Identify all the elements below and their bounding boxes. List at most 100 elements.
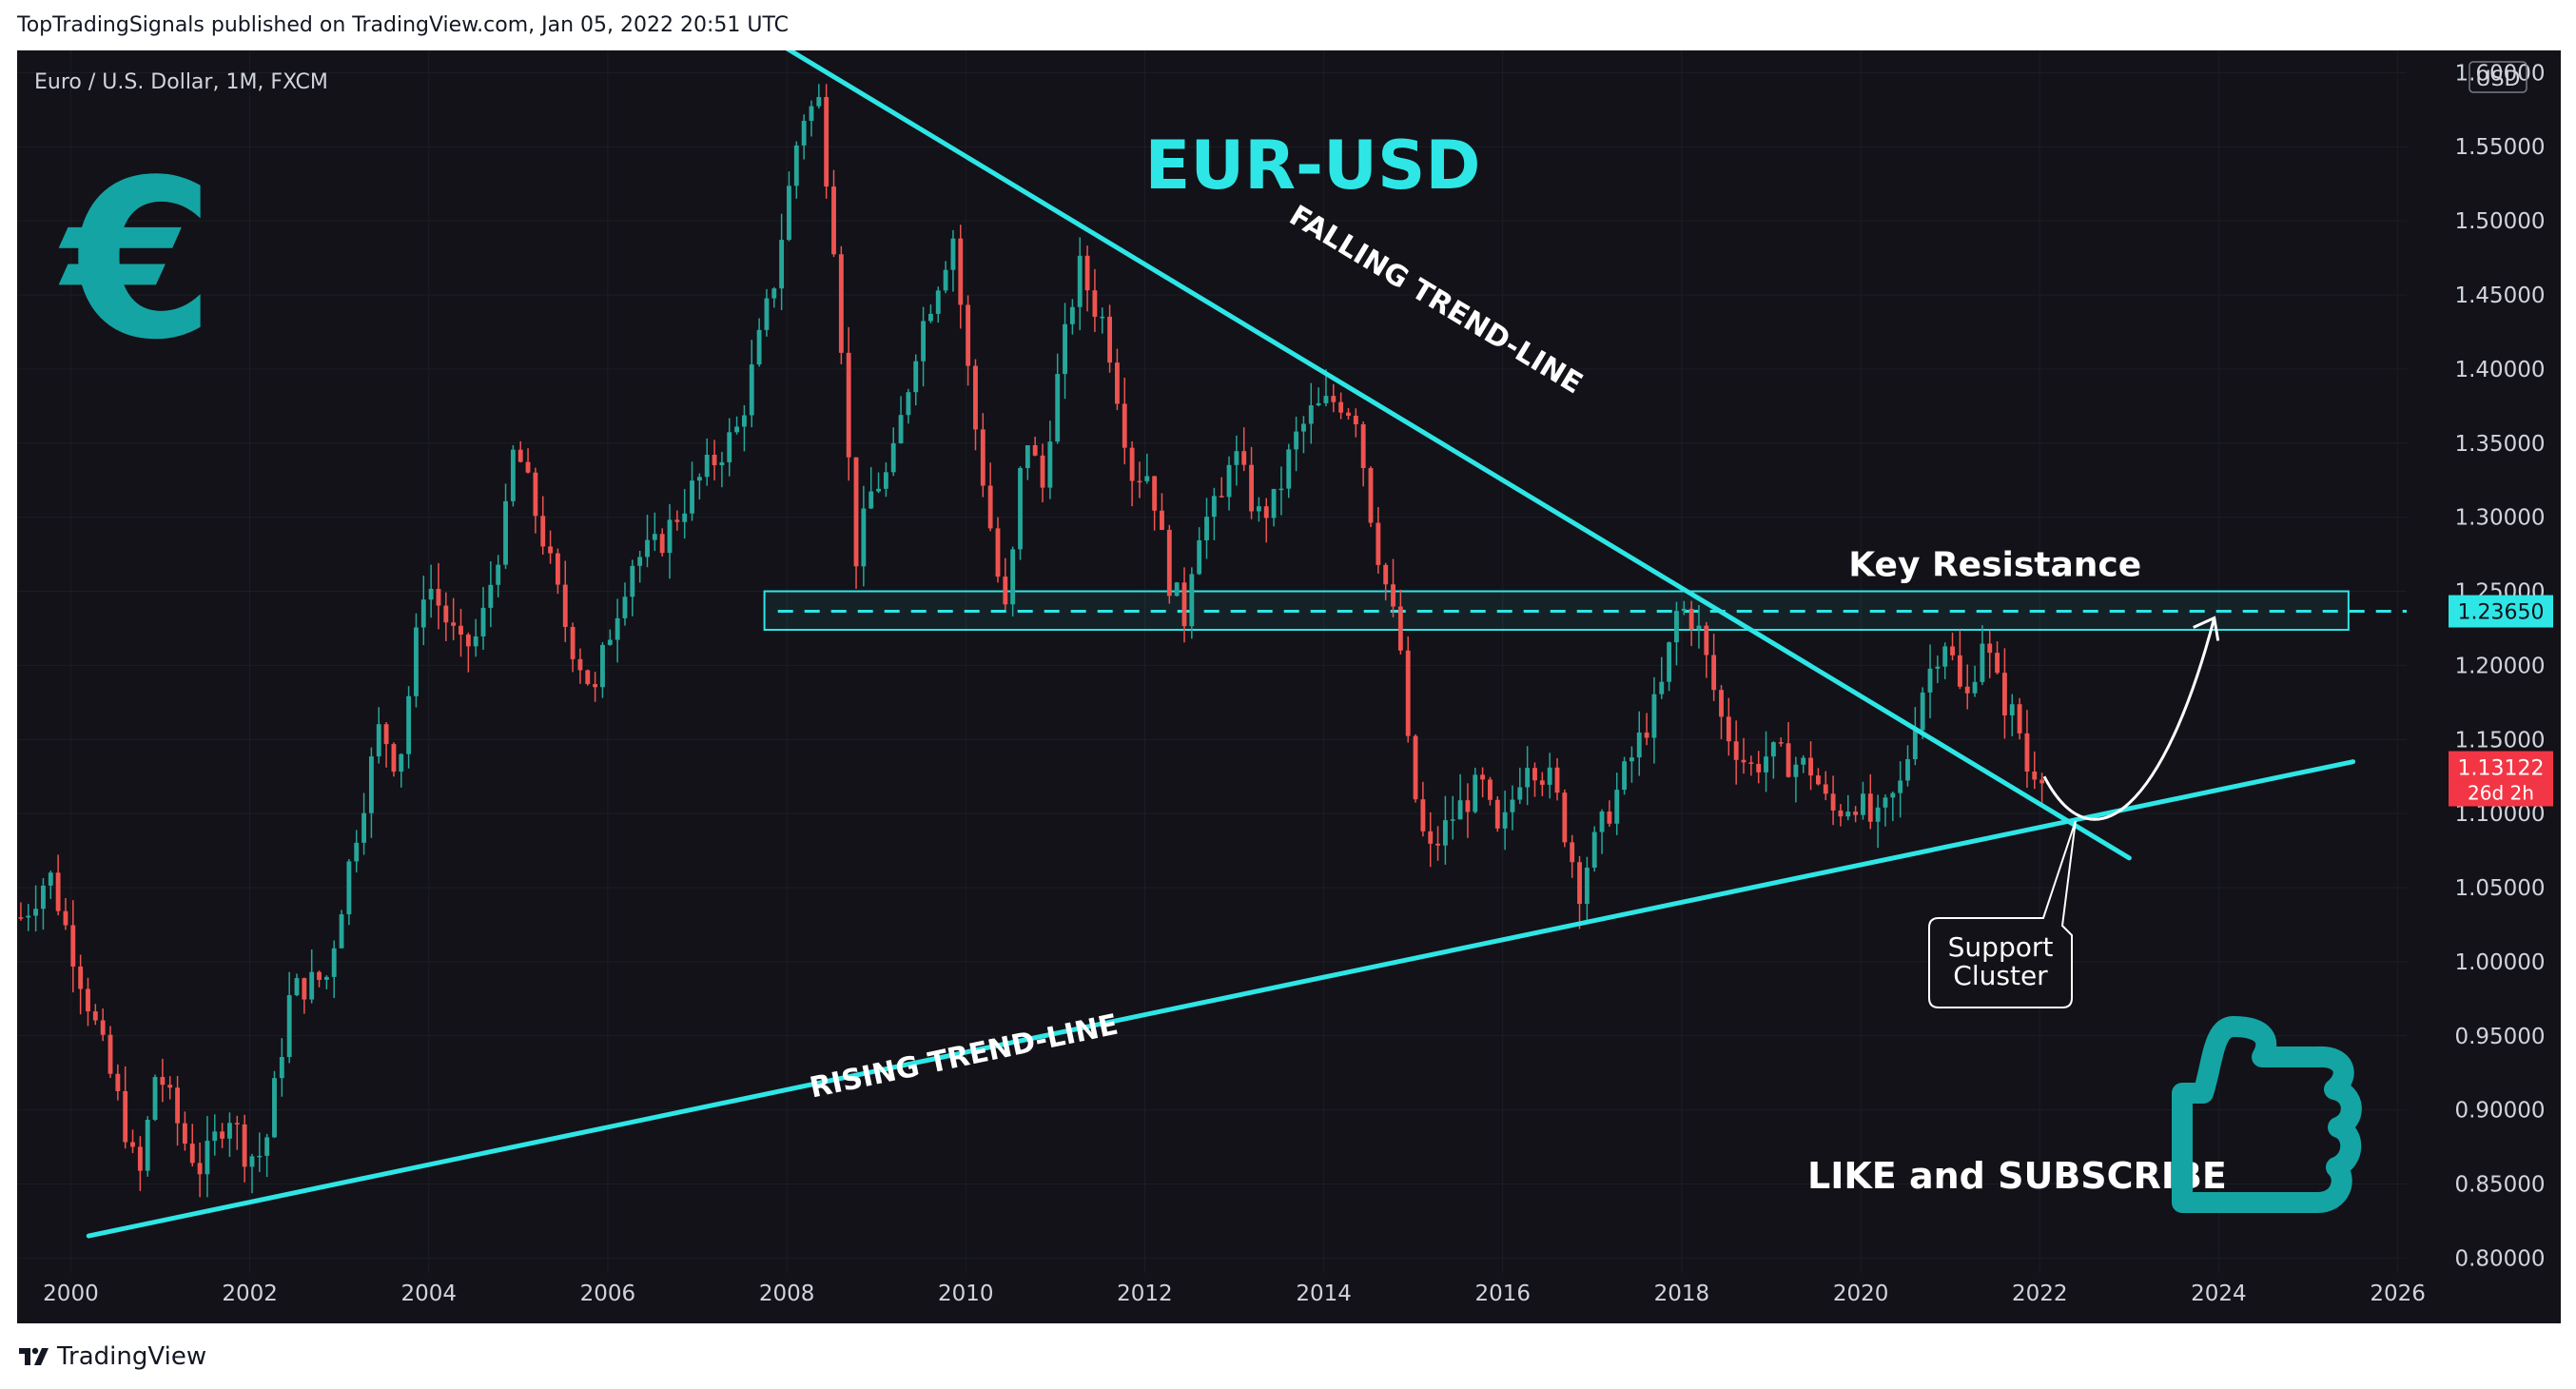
tradingview-logo-icon [19, 1347, 49, 1365]
candle-body [257, 1155, 263, 1158]
candle-body [1547, 767, 1552, 785]
x-tick-label: 2026 [2370, 1281, 2426, 1306]
x-tick-label: 2002 [222, 1281, 278, 1306]
candle-body [1681, 608, 1687, 612]
candle-body [1465, 800, 1471, 812]
candle-body [1510, 799, 1515, 812]
x-tick-label: 2016 [1474, 1281, 1531, 1306]
thumbs-up-icon [2172, 1016, 2362, 1213]
footer[interactable]: TradingView [17, 1338, 206, 1376]
falling-trend-line [785, 50, 2132, 861]
chart-frame[interactable]: FALLING TREND-LINE RISING TREND-LINE EUR-U… [17, 50, 2561, 1323]
candle-body [361, 812, 366, 843]
key-resistance-label: Key Resistance [1848, 545, 2141, 584]
trend-lines-group [86, 50, 2356, 1239]
candle-body [227, 1123, 232, 1139]
candle-body [317, 971, 322, 980]
candle-body [1316, 402, 1321, 406]
candle-body [212, 1131, 218, 1142]
candle-body [764, 298, 770, 330]
candle-body [465, 635, 471, 647]
candle-body [577, 658, 583, 671]
candle-body [1391, 584, 1395, 607]
candle-body [1122, 403, 1127, 448]
candle-body [2001, 673, 2007, 715]
candle-body [1532, 768, 1537, 781]
candle-body [1793, 764, 1799, 777]
candle-body [517, 449, 523, 462]
arrowhead-icon [2193, 616, 2220, 641]
chart-background [17, 50, 2561, 1323]
candle-body [1674, 611, 1679, 643]
candle-body [1786, 743, 1791, 777]
y-tick-label: 0.95000 [2454, 1025, 2545, 1049]
candle-body [824, 97, 829, 187]
candle-body [1935, 666, 1941, 669]
candle-body [1770, 742, 1776, 757]
candles-group [18, 84, 2045, 1198]
candle-body [898, 415, 904, 443]
y-tick-label: 1.05000 [2454, 876, 2545, 901]
candle-body [570, 626, 576, 659]
x-tick-label: 2014 [1296, 1281, 1352, 1306]
candle-body [78, 966, 84, 989]
candle-body [1063, 323, 1067, 375]
thumb-shape [2172, 1016, 2362, 1213]
publisher-header: TopTradingSignals published on TradingVi… [17, 13, 790, 37]
chart-title-annotation: EUR-USD [1145, 127, 1481, 205]
candle-body [890, 442, 896, 473]
candle-body [1174, 582, 1180, 597]
candle-body [488, 584, 494, 608]
candle-body [137, 1146, 143, 1171]
candle-body [1920, 692, 1925, 731]
candle-body [1069, 306, 1075, 324]
candle-body [1525, 768, 1531, 788]
candle-body [1950, 646, 1955, 655]
candle-body [264, 1137, 270, 1156]
candle-body [995, 528, 1001, 577]
candle-body [1413, 735, 1418, 800]
candle-body [1659, 681, 1665, 694]
candle-body [1160, 510, 1164, 530]
x-tick-label: 2018 [1654, 1281, 1710, 1306]
support-label: Support [1948, 931, 2054, 963]
y-tick-label: 0.85000 [2454, 1173, 2545, 1198]
candle-body [1360, 424, 1366, 469]
candle-body [1376, 522, 1381, 565]
candle-body [197, 1163, 203, 1175]
candle-body [1539, 780, 1545, 785]
candle-body [1883, 797, 1888, 808]
candle-body [1651, 694, 1657, 738]
candle-body [175, 1087, 180, 1124]
candle-body [294, 978, 300, 996]
candle-body [1450, 819, 1455, 821]
candle-body [1420, 799, 1426, 831]
resistance-zone-group [763, 590, 2407, 632]
candle-body [309, 971, 315, 1000]
candle-body [1144, 476, 1150, 481]
candle-body [1622, 761, 1627, 791]
candle-body [809, 106, 814, 122]
candle-body [927, 313, 933, 322]
candle-body [346, 861, 352, 915]
candle-body [220, 1131, 225, 1139]
candle-body [1898, 780, 1903, 793]
candle-body [615, 617, 620, 640]
candle-body [63, 910, 68, 926]
candle-body [1473, 774, 1478, 812]
candle-body [1696, 625, 1702, 630]
candle-body [533, 472, 538, 517]
candle-body [1137, 480, 1142, 483]
currency-label: USD [2475, 68, 2520, 91]
candle-body [555, 553, 560, 585]
candle-body [48, 872, 53, 886]
candle-body [1748, 762, 1754, 764]
candle-body [1226, 464, 1232, 498]
candle-body [1577, 862, 1582, 905]
candle-body [145, 1120, 150, 1171]
candle-body [376, 724, 381, 757]
candle-body [562, 584, 568, 627]
candle-body [1428, 831, 1434, 844]
candle-body [1957, 655, 1962, 687]
